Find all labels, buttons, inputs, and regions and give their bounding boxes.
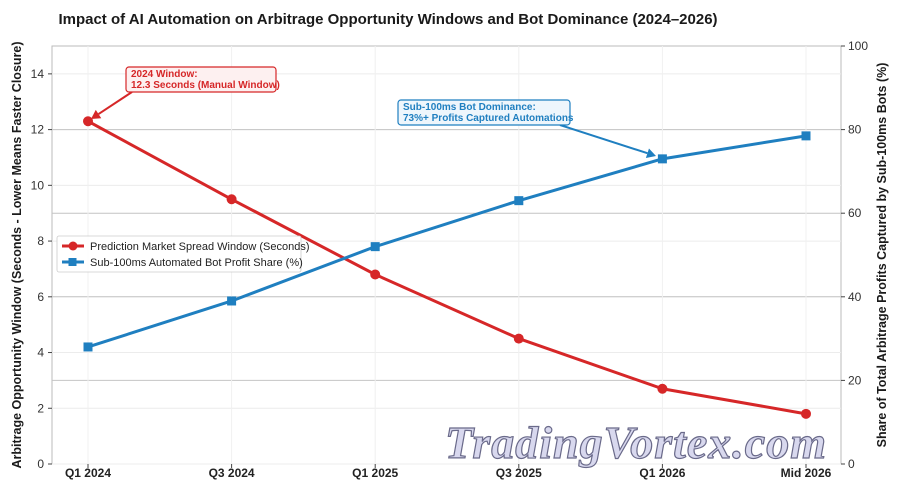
series-line bbox=[86, 134, 808, 349]
left-tick-label: 4 bbox=[37, 346, 44, 360]
data-point bbox=[227, 296, 237, 306]
x-gridlines bbox=[87, 46, 807, 464]
annotation-box bbox=[397, 99, 571, 126]
data-point bbox=[801, 131, 811, 141]
data-point bbox=[83, 342, 93, 352]
annotation-box bbox=[125, 66, 277, 93]
legend-label: Prediction Market Spread Window (Seconds… bbox=[90, 241, 309, 253]
left-tick-label: 14 bbox=[31, 67, 45, 81]
annotation-2: Sub-100ms Bot Dominance:73%+ Profits Cap… bbox=[397, 99, 656, 158]
legend-box bbox=[56, 235, 302, 273]
left-tick-label: 0 bbox=[37, 457, 44, 471]
right-tick-label: 0 bbox=[848, 457, 855, 471]
data-point bbox=[83, 116, 93, 127]
x-tick-label: Q3 2024 bbox=[209, 466, 255, 480]
x-tick-label: Mid 2026 bbox=[781, 466, 832, 480]
x-tick-label: Q1 2026 bbox=[639, 466, 685, 480]
legend-label: Sub-100ms Automated Bot Profit Share (%) bbox=[90, 257, 303, 269]
data-point bbox=[370, 242, 380, 252]
legend-entry-2: Sub-100ms Automated Bot Profit Share (%) bbox=[62, 257, 303, 269]
y2-axis-label: Share of Total Arbitrage Profits Capture… bbox=[875, 63, 889, 448]
legend-marker bbox=[68, 258, 77, 266]
series-1 bbox=[83, 116, 811, 419]
right-tick-label: 80 bbox=[848, 123, 862, 137]
left-tick-label: 12 bbox=[31, 123, 45, 137]
left-tick-label: 10 bbox=[31, 178, 45, 192]
left-tick-label: 6 bbox=[37, 290, 44, 304]
left-tick-label: 8 bbox=[37, 234, 44, 248]
data-point bbox=[370, 269, 381, 280]
data-point bbox=[513, 333, 524, 344]
watermark: TradingVortex.com bbox=[445, 417, 827, 468]
legend-marker bbox=[68, 241, 78, 251]
annotation-text: Sub-100ms Bot Dominance: bbox=[403, 102, 536, 113]
right-tick-label: 60 bbox=[848, 206, 862, 220]
annotation-arrowhead bbox=[645, 148, 656, 158]
annotation-text: 12.3 Seconds (Manual Window) bbox=[131, 80, 280, 91]
right-tick-label: 100 bbox=[848, 39, 868, 53]
x-tick-label: Q1 2024 bbox=[65, 466, 111, 480]
series-layer bbox=[83, 116, 811, 419]
legend-entry-1: Prediction Market Spread Window (Seconds… bbox=[62, 241, 309, 253]
annotation-arrow bbox=[559, 124, 648, 155]
right-axis-ticks: 0 20 40 60 80 100 bbox=[841, 39, 868, 471]
right-tick-label: 40 bbox=[848, 290, 862, 304]
x-axis-ticks: Q1 2024 Q3 2024 Q1 2025 Q3 2025 Q1 2026 Mid 2… bbox=[65, 464, 832, 480]
data-point bbox=[657, 383, 668, 394]
left-axis-ticks: 0 2 4 6 8 10 12 14 bbox=[31, 67, 52, 471]
data-point bbox=[226, 194, 237, 205]
right-tick-label: 20 bbox=[848, 373, 862, 387]
annotation-arrow bbox=[97, 91, 133, 115]
x-tick-label: Q1 2025 bbox=[352, 466, 398, 480]
x-tick-label: Q3 2025 bbox=[496, 466, 542, 480]
right-gridlines bbox=[52, 129, 841, 381]
annotation-layer: 2024 Window:12.3 Seconds (Manual Window)… bbox=[91, 66, 656, 158]
left-tick-label: 2 bbox=[37, 401, 44, 415]
annotation-text: 2024 Window: bbox=[131, 69, 198, 80]
chart-title: Impact of AI Automation on Arbitrage Opp… bbox=[58, 11, 717, 28]
y-axis-label: Arbitrage Opportunity Window (Seconds - … bbox=[10, 41, 24, 468]
data-point bbox=[801, 408, 811, 419]
annotation-text: 73%+ Profits Captured Automations bbox=[403, 113, 574, 124]
data-point bbox=[657, 154, 667, 164]
series-2 bbox=[83, 131, 811, 352]
annotation-arrowhead bbox=[91, 109, 102, 119]
legend: Prediction Market Spread Window (Seconds… bbox=[56, 235, 309, 273]
series-line bbox=[86, 119, 808, 416]
annotation-1: 2024 Window:12.3 Seconds (Manual Window) bbox=[91, 66, 280, 119]
data-point bbox=[514, 196, 524, 206]
